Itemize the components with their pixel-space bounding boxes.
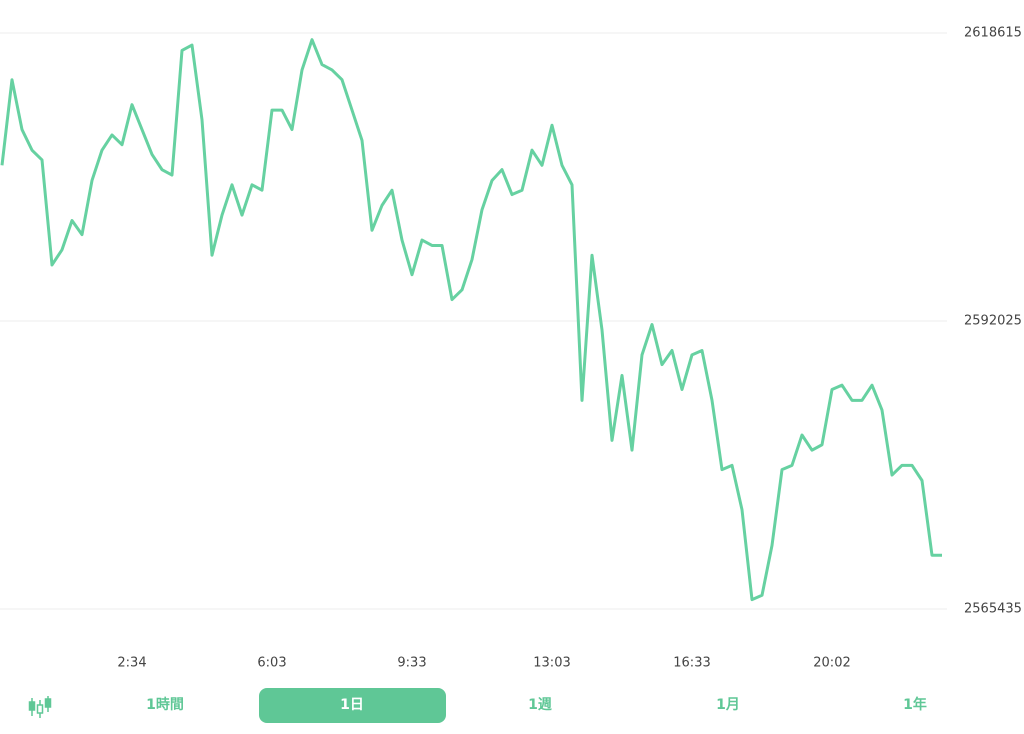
x-tick-label: 9:33 [397,656,426,671]
y-tick-label: 2592025 [964,314,1022,329]
range-tab[interactable]: 1週 [528,697,552,713]
range-tab[interactable]: 1年 [903,697,927,713]
y-tick-label: 2565435 [964,602,1022,617]
x-tick-label: 20:02 [813,656,850,671]
y-tick-label: 2618615 [964,26,1022,41]
candlestick-icon[interactable] [25,692,55,722]
x-tick-label: 2:34 [117,656,146,671]
range-tab[interactable]: 1月 [716,697,740,713]
range-tabs: 1時間 1日 1週 1月 1年 [0,688,1024,724]
price-line [0,38,942,602]
range-tab[interactable]: 1時間 [146,697,184,713]
range-tab[interactable]: 1日 [258,688,446,723]
chart: 2565435 2592025 2618615 2:34 6:03 9:33 13:03 16… [0,26,1022,671]
x-tick-label: 13:03 [533,656,570,671]
x-tick-label: 16:33 [673,656,710,671]
x-tick-label: 6:03 [257,656,286,671]
